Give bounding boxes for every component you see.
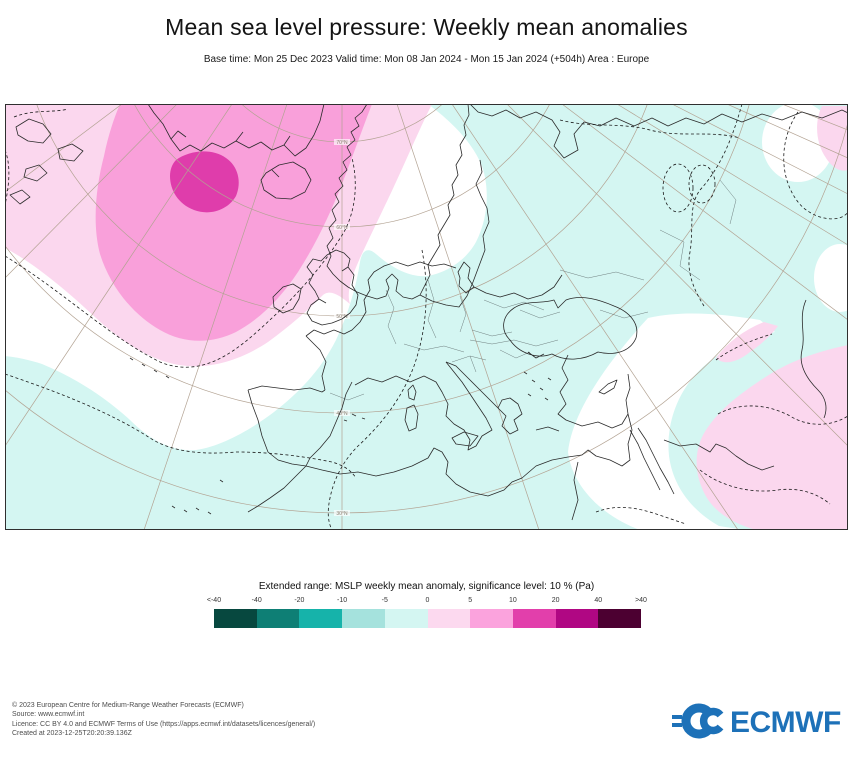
legend-title: Extended range: MSLP weekly mean anomaly… — [258, 581, 595, 592]
legend-color-segment — [427, 609, 471, 628]
legend-color-segment — [470, 609, 513, 628]
legend: Extended range: MSLP weekly mean anomaly… — [0, 581, 853, 628]
significance-contours — [5, 104, 848, 530]
legend-tick: >40 — [635, 597, 647, 604]
coastlines — [9, 104, 848, 521]
legend-color-segment — [384, 609, 428, 628]
legend-tick: 5 — [468, 597, 473, 604]
legend-tick: 40 — [594, 597, 603, 604]
legend-tick: 20 — [551, 597, 560, 604]
footer-licence: Licence: CC BY 4.0 and ECMWF Terms of Us… — [12, 720, 316, 728]
lat-label-40n: 40°N — [336, 411, 348, 417]
latitude-labels: 70°N 60°N 50°N 40°N 30°N — [334, 139, 350, 517]
footer-source: Source: www.ecmwf.int — [12, 711, 85, 719]
no-anomaly-patches — [568, 104, 848, 530]
footer-created: Created at 2023-12-25T20:20:39.136Z — [12, 730, 132, 738]
ecmwf-logo-text: ECMWF — [730, 706, 841, 739]
legend-tick: 0 — [425, 597, 430, 604]
legend-color-segment — [214, 609, 257, 628]
lat-label-50n: 50°N — [336, 314, 348, 320]
legend-tick: 10 — [508, 597, 517, 604]
anomaly-map: 70°N 60°N 50°N 40°N 30°N — [5, 104, 848, 530]
page-title: Mean sea level pressure: Weekly mean ano… — [165, 14, 688, 40]
lat-label-30n: 30°N — [336, 511, 348, 517]
legend-tick: -40 — [251, 597, 262, 604]
legend-tick: -5 — [381, 597, 388, 604]
legend-tick-labels: <-40 -40 -20 -10 -5 0 5 10 20 40 >40 — [207, 597, 647, 607]
country-borders — [329, 179, 737, 401]
legend-tick: <-40 — [206, 597, 222, 604]
legend-colorbar — [214, 609, 642, 628]
page-subtitle: Base time: Mon 25 Dec 2023 Valid time: M… — [203, 54, 650, 65]
map-svg: 70°N 60°N 50°N 40°N 30°N — [5, 104, 848, 530]
ecmwf-logo-mark — [672, 703, 724, 739]
legend-color-segment — [598, 609, 642, 628]
lat-label-70n: 70°N — [336, 140, 348, 146]
legend-tick: -20 — [294, 597, 305, 604]
map-border — [5, 104, 848, 530]
footer-copyright: © 2023 European Centre for Medium-Range … — [12, 702, 244, 709]
legend-color-segment — [299, 609, 343, 628]
legend-color-segment — [342, 609, 385, 628]
ecmwf-logo-svg: ECMWF — [672, 703, 841, 739]
legend-color-segment — [512, 609, 556, 628]
footer: © 2023 European Centre for Medium-Range … — [12, 701, 315, 739]
legend-color-segment — [555, 609, 599, 628]
legend-tick: -10 — [337, 597, 348, 604]
ecmwf-logo: ECMWF — [672, 700, 848, 744]
lat-label-60n: 60°N — [336, 225, 348, 231]
legend-color-segment — [256, 609, 300, 628]
